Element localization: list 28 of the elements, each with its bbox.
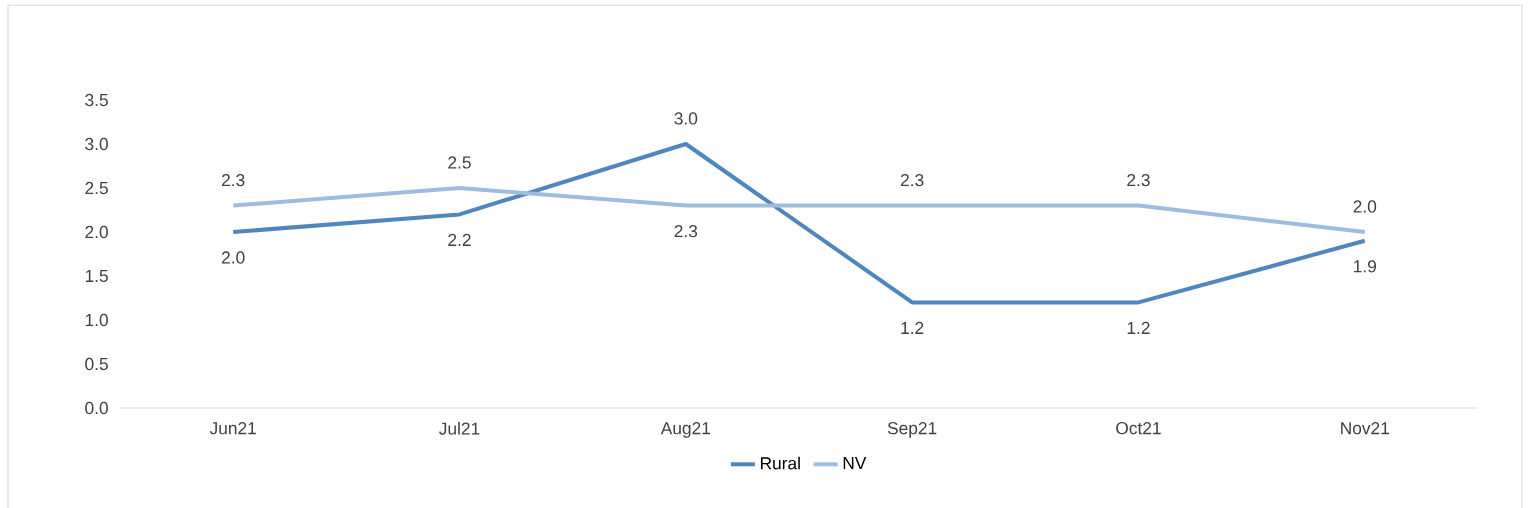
data-label: 2.3: [900, 173, 924, 187]
y-tick-label: 3.5: [85, 93, 108, 107]
y-tick-label: 0.0: [85, 401, 108, 415]
data-label: 2.3: [1127, 173, 1150, 187]
data-label: 2.0: [222, 251, 245, 264]
data-label: 1.9: [1354, 260, 1376, 273]
x-tick-label: Sep21: [887, 422, 937, 438]
y-tick-label: 0.5: [85, 357, 108, 371]
data-label: 2.5: [448, 156, 471, 169]
data-label: 1.2: [901, 321, 924, 334]
y-tick-label: 3.0: [85, 137, 108, 151]
data-label: 2.0: [1353, 200, 1377, 213]
x-tick-label: Aug21: [660, 422, 711, 438]
legend-label: Rural: [760, 456, 800, 470]
x-tick-label: Jun21: [209, 422, 256, 435]
x-tick-label: Oct21: [1116, 422, 1161, 435]
data-label: 2.3: [222, 173, 245, 187]
x-tick-label: Jul21: [439, 422, 480, 435]
data-label: 1.2: [1127, 321, 1150, 334]
y-tick-label: 2.5: [85, 181, 108, 195]
data-label: 2.3: [674, 224, 698, 238]
legend-label: NV: [843, 457, 867, 469]
data-label: 2.2: [448, 233, 471, 246]
y-tick-label: 2.0: [85, 225, 108, 239]
data-label: 3.0: [674, 112, 698, 125]
y-tick-label: 1.5: [85, 269, 108, 283]
x-tick-label: Nov21: [1341, 422, 1389, 435]
y-tick-label: 1.0: [85, 313, 108, 327]
